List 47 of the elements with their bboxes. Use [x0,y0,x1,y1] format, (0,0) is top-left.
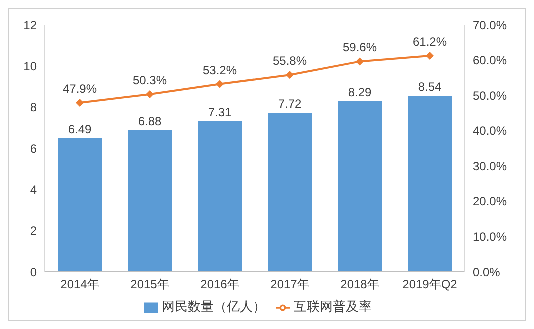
point [146,90,154,99]
data-label: 50.3% [132,74,168,88]
bar [58,138,102,272]
y-tick-label: 0 [30,265,38,280]
y-tick-label: 12 [24,18,38,32]
x-tick-label: 2015年 [130,278,170,292]
x-tick-label: 2017年 [270,278,310,292]
y2-tick-label: 50.0% [473,88,508,103]
point [286,71,294,80]
y-tick-label: 4 [30,182,38,197]
bar [408,96,452,272]
bar [268,113,312,272]
y2-tick-label: 30.0% [473,159,508,174]
point [426,52,434,60]
bar [128,130,172,272]
x-tick-label: 2016年 [200,278,240,292]
data-label: 6.49 [68,122,92,136]
y-tick-label: 8 [30,100,38,115]
data-label: 55.8% [272,54,308,68]
data-label: 8.29 [348,85,372,100]
y2-tick-label: 20.0% [473,194,508,209]
point [356,58,364,66]
x-tick-label: 2019年Q2 [402,278,458,292]
data-label: 6.88 [138,114,162,128]
data-label: 7.72 [278,97,302,112]
legend-label: 互联网普及率 [294,299,372,314]
point [216,80,224,88]
data-label: 59.6% [342,40,378,55]
y-tick-label: 2 [30,224,38,238]
x-tick-label: 2014年 [60,278,100,292]
data-label: 53.2% [202,63,238,78]
data-label: 8.54 [418,80,442,94]
y2-tick-label: 0.0% [473,265,501,280]
bar [338,101,382,272]
data-label: 61.2% [412,35,448,50]
y2-tick-label: 60.0% [473,54,508,68]
data-label: 7.31 [208,106,232,120]
y2-tick-label: 40.0% [473,124,508,138]
y-tick-label: 10 [24,59,38,74]
legend-label: 网民数量（亿人） [162,299,266,314]
data-label: 47.9% [62,82,98,96]
y2-tick-label: 10.0% [473,230,508,244]
y2-tick-label: 70.0% [473,18,508,32]
bar [198,122,242,272]
y-tick-label: 6 [30,142,38,156]
point [76,98,84,107]
x-tick-label: 2018年 [340,278,380,292]
